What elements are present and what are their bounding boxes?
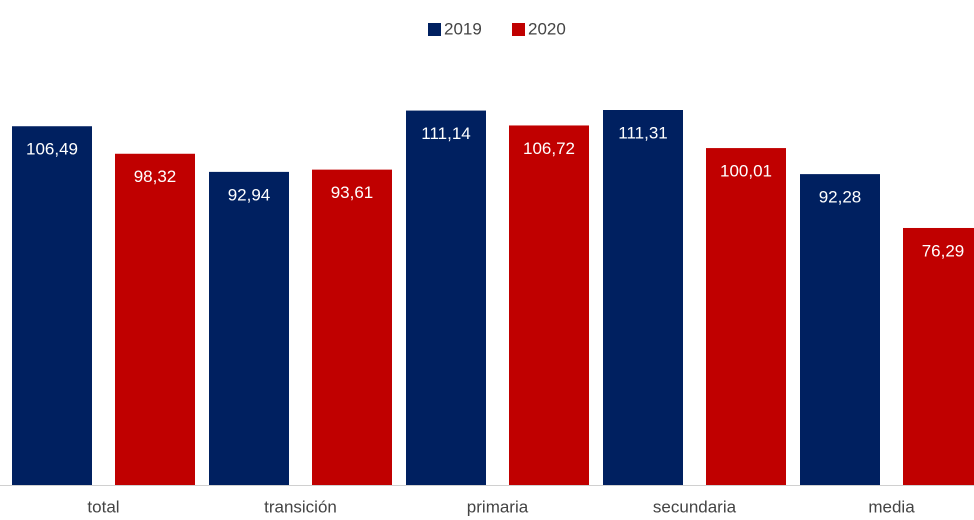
x-tick-label: transición — [264, 497, 337, 516]
value-label: 106,49 — [26, 140, 78, 159]
bar — [800, 174, 880, 485]
bar — [706, 148, 786, 486]
bar — [209, 171, 289, 485]
legend-label: 2019 — [444, 19, 482, 38]
bar — [115, 153, 195, 485]
value-label: 100,01 — [720, 162, 772, 181]
x-tick-label: media — [868, 497, 915, 516]
bar — [903, 227, 974, 485]
legend-swatch — [428, 23, 441, 36]
bar — [406, 110, 486, 485]
bar — [12, 126, 92, 485]
x-tick-label: primaria — [467, 497, 529, 516]
legend-label: 2020 — [528, 19, 566, 38]
bar — [312, 169, 392, 485]
value-label: 98,32 — [134, 167, 177, 186]
value-label: 76,29 — [922, 241, 965, 260]
value-label: 92,94 — [228, 185, 271, 204]
value-label: 111,14 — [421, 124, 470, 143]
bar — [509, 125, 589, 486]
x-tick-label: total — [87, 497, 119, 516]
value-label: 106,72 — [523, 139, 575, 158]
x-tick-label: secundaria — [653, 497, 737, 516]
value-label: 92,28 — [819, 188, 862, 207]
value-label: 111,31 — [618, 123, 667, 142]
value-label: 93,61 — [331, 183, 374, 202]
bar — [603, 110, 683, 485]
legend-swatch — [512, 23, 525, 36]
